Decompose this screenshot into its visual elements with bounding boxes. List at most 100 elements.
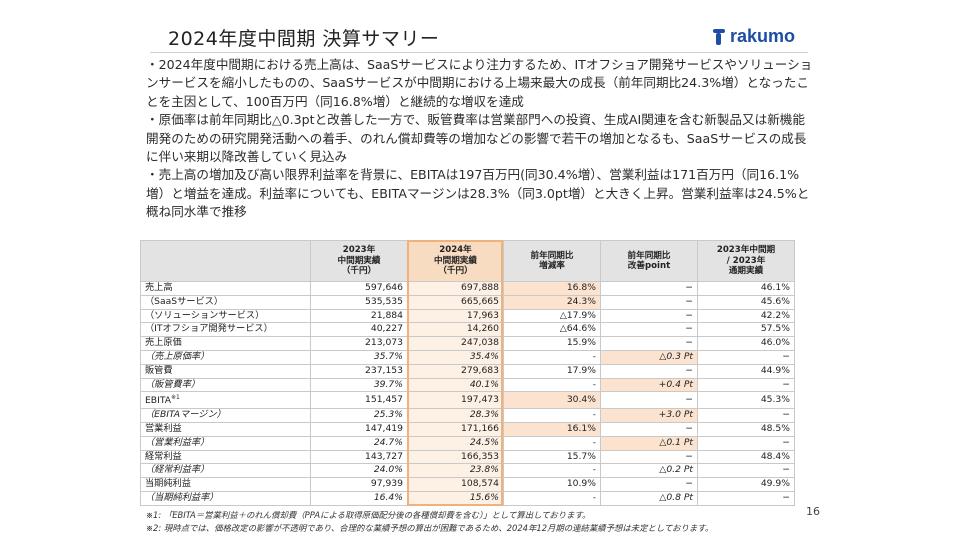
row-label-text: （EBITAマージン）	[145, 409, 226, 421]
table-cell: −	[697, 491, 795, 506]
table-cell: 597,646	[310, 281, 408, 296]
row-label: （経常利益率）	[140, 463, 311, 479]
table-row: 当期純利益 97,939 108,574 10.9% −49.9%	[140, 477, 795, 493]
row-label: （ソリューションサービス）	[140, 308, 311, 324]
table-cell: 171,166	[407, 422, 504, 437]
row-label-text: 売上高	[145, 282, 173, 293]
table-row: 売上原価 213,073 247,038 15.9% −46.0%	[140, 336, 795, 351]
table-cell: △17.9%	[503, 308, 601, 324]
table-cell: 46.1%	[697, 281, 795, 296]
table-row: （経常利益率） 24.0% 23.8% - △0.2 Pt −	[140, 463, 795, 479]
header-progress: 2023年中間期 / 2023年 通期実績	[697, 240, 795, 282]
table-cell: 24.3%	[503, 294, 601, 310]
table-cell: 35.7%	[310, 349, 408, 365]
table-cell: 48.5%	[697, 422, 795, 437]
table-cell: 35.4%	[407, 349, 504, 365]
table-cell: -	[503, 435, 601, 451]
table-cell: 147,419	[310, 422, 408, 437]
table-cell: −	[600, 294, 698, 310]
row-label: （販管費率）	[140, 377, 311, 393]
table-cell: 535,535	[310, 294, 408, 310]
table-cell: −	[600, 477, 698, 493]
table-cell: −	[600, 322, 698, 338]
table-cell: 30.4%	[503, 391, 601, 410]
table-cell: △64.6%	[503, 322, 601, 338]
page-title: 2024年度中間期 決算サマリー	[168, 28, 440, 50]
row-label-text: （売上原価率）	[145, 350, 210, 362]
table-row: 売上高 597,646 697,888 16.8% −46.1%	[140, 281, 795, 296]
table-cell: △0.3 Pt	[600, 349, 698, 365]
row-label-text: EBITA	[145, 395, 172, 407]
table-cell: 166,353	[407, 449, 504, 465]
row-label: 販管費	[140, 363, 311, 379]
table-cell: −	[600, 391, 698, 410]
table-cell: 42.2%	[697, 308, 795, 324]
row-label-text: （ITオフショア開発サービス）	[145, 323, 273, 335]
row-label: 当期純利益	[140, 477, 311, 493]
table-row: 販管費 237,153 279,683 17.9% −44.9%	[140, 363, 795, 379]
row-label: 売上原価	[140, 336, 311, 351]
table-cell: 44.9%	[697, 363, 795, 379]
row-label-text: （SaaSサービス）	[145, 295, 224, 307]
table-cell: 16.1%	[503, 422, 601, 437]
table-cell: -	[503, 349, 601, 365]
table-cell: 197,473	[407, 391, 504, 410]
row-label: （営業利益率）	[140, 435, 311, 451]
row-label-text: 営業利益	[145, 423, 182, 435]
row-label: （EBITAマージン）	[140, 408, 311, 424]
table-cell: 697,888	[407, 281, 504, 296]
rakumo-logo: rakumo	[712, 26, 795, 47]
table-cell: △0.8 Pt	[600, 491, 698, 506]
table-cell: +0.4 Pt	[600, 377, 698, 393]
row-label-text: （販管費率）	[145, 378, 201, 390]
header-item	[140, 240, 311, 282]
table-cell: 10.9%	[503, 477, 601, 493]
title-divider	[150, 52, 808, 53]
table-cell: 23.8%	[407, 463, 504, 479]
rakumo-logo-icon	[713, 28, 725, 45]
row-label-text: 経常利益	[145, 450, 182, 462]
table-header-row: 2023年 中間期実績 （千円） 2024年 中間期実績 （千円） 前年同期比 …	[140, 240, 795, 282]
table-row: EBITA※1 151,457 197,473 30.4% −45.3%	[140, 391, 795, 410]
table-cell: -	[503, 408, 601, 424]
table-cell: 45.6%	[697, 294, 795, 310]
table-cell: −	[600, 308, 698, 324]
table-cell: 15.7%	[503, 449, 601, 465]
table-cell: 21,884	[310, 308, 408, 324]
row-label: （売上原価率）	[140, 349, 311, 365]
bullet-profit: ・売上高の増加及び高い限界利益率を背景に、EBITAは197百万円(同30.4%…	[146, 167, 810, 220]
header-yoy-point: 前年同期比 改善point	[600, 240, 698, 282]
row-label: 営業利益	[140, 422, 311, 437]
header-2023-h1: 2023年 中間期実績 （千円）	[310, 240, 408, 282]
row-label: EBITA※1	[140, 391, 311, 410]
page-number: 16	[806, 505, 820, 518]
table-row: （ソリューションサービス） 21,884 17,963 △17.9% −42.2%	[140, 308, 795, 324]
row-label: （SaaSサービス）	[140, 294, 311, 310]
table-cell: 24.7%	[310, 435, 408, 451]
table-row: （EBITAマージン） 25.3% 28.3% - +3.0 Pt −	[140, 408, 795, 424]
table-cell: 39.7%	[310, 377, 408, 393]
row-label-text: 販管費	[145, 364, 173, 376]
table-cell: 45.3%	[697, 391, 795, 410]
table-cell: 237,153	[310, 363, 408, 379]
table-cell: 15.6%	[407, 491, 504, 506]
table-row: （営業利益率） 24.7% 24.5% - △0.1 Pt −	[140, 435, 795, 451]
row-label-text: （ソリューションサービス）	[145, 309, 265, 321]
table-cell: 16.8%	[503, 281, 601, 296]
table-cell: 48.4%	[697, 449, 795, 465]
table-cell: 16.4%	[310, 491, 408, 506]
financial-summary-table: 2023年 中間期実績 （千円） 2024年 中間期実績 （千円） 前年同期比 …	[140, 240, 795, 506]
table-row: （SaaSサービス） 535,535 665,665 24.3% −45.6%	[140, 294, 795, 310]
table-cell: −	[600, 281, 698, 296]
table-cell: 28.3%	[407, 408, 504, 424]
table-cell: 17.9%	[503, 363, 601, 379]
table-body: 売上高 597,646 697,888 16.8% −46.1% （SaaSサービス） 53…	[140, 281, 795, 506]
table-cell: −	[697, 435, 795, 451]
table-cell: 279,683	[407, 363, 504, 379]
table-cell: −	[600, 422, 698, 437]
row-label-text: （営業利益率）	[145, 436, 210, 448]
table-cell: 143,727	[310, 449, 408, 465]
table-row: （当期純利益率） 16.4% 15.6% - △0.8 Pt −	[140, 491, 795, 506]
table-cell: 49.9%	[697, 477, 795, 493]
table-cell: 151,457	[310, 391, 408, 410]
